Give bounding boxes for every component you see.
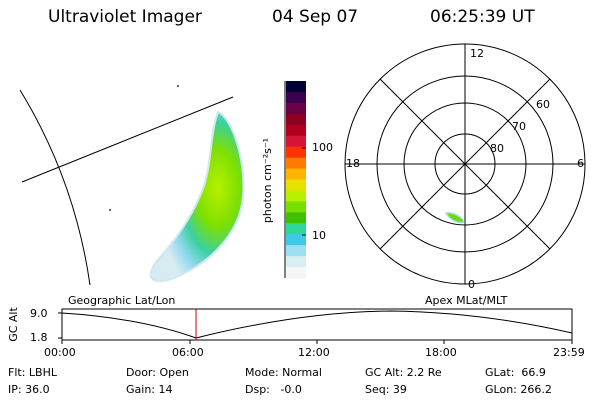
colorbar-segment (286, 245, 306, 257)
colorbar-unit-label: photon cm⁻²s⁻¹ (261, 137, 275, 224)
timeline-right-title: Apex MLat/MLT (425, 294, 508, 307)
polar-plot (344, 43, 586, 285)
timeline-y-tick-low: 1.8 (30, 331, 48, 344)
colorbar-tick-100: 100 (312, 141, 333, 154)
timeline-panel (58, 308, 573, 344)
geographic-image-panel (19, 85, 245, 286)
timeline-x-tick-1800: 18:00 (425, 346, 457, 359)
polar-aurora-spot (444, 212, 465, 224)
polar-lat-60: 60 (536, 98, 550, 111)
colorbar-segment (286, 102, 306, 115)
colorbar-segment (286, 256, 306, 268)
status-ip: IP: 36.0 (8, 383, 50, 396)
colorbar-segment (286, 267, 306, 279)
aurora-oval (149, 110, 245, 282)
status-gain: Gain: 14 (126, 383, 173, 396)
status-gc-alt: GC Alt: 2.2 Re (365, 366, 442, 379)
colorbar-segment (286, 223, 306, 235)
polar-label-right: 6 (577, 157, 584, 170)
status-glon: GLon: 266.2 (485, 383, 552, 396)
colorbar-segment (286, 146, 306, 159)
polar-label-bottom: 0 (468, 278, 475, 291)
polar-lat-80: 80 (490, 142, 504, 155)
polar-label-top: 12 (470, 47, 484, 60)
timeline-y-tick-high: 9.0 (30, 307, 48, 320)
colorbar-segment (286, 179, 306, 191)
instrument-title: Ultraviolet Imager (48, 7, 202, 27)
colorbar-segment (286, 81, 306, 93)
colorbar-segment (286, 212, 306, 224)
time-label: 06:25:39 UT (430, 7, 535, 27)
colorbar-segment (286, 157, 306, 170)
status-mode: Mode: Normal (245, 366, 322, 379)
status-filter: Flt: LBHL (8, 366, 57, 379)
colorbar-segment (286, 124, 306, 137)
status-dsp: Dsp: -0.0 (245, 383, 302, 396)
colorbar-segment (286, 135, 306, 148)
colorbar-segment (286, 190, 306, 202)
timeline-y-label: GC Alt (6, 307, 20, 342)
colorbar-segment (286, 234, 306, 246)
colorbar-segment (286, 91, 306, 104)
colorbar-segment (286, 113, 306, 126)
timeline-x-tick-2359: 23:59 (553, 346, 585, 359)
polar-label-left: 18 (346, 157, 360, 170)
altitude-curve (61, 310, 573, 339)
colorbar-segment (286, 168, 306, 180)
timeline-x-tick-0000: 00:00 (44, 346, 76, 359)
timeline-x-tick-0600: 06:00 (172, 346, 204, 359)
status-glat: GLat: 66.9 (485, 366, 546, 379)
date-label: 04 Sep 07 (272, 7, 359, 27)
polar-lat-70: 70 (512, 120, 526, 133)
timeline-x-tick-1200: 12:00 (298, 346, 330, 359)
status-door: Door: Open (126, 366, 189, 379)
colorbar (286, 81, 306, 279)
colorbar-segment (286, 201, 306, 213)
status-seq: Seq: 39 (365, 383, 407, 396)
timeline-left-title: Geographic Lat/Lon (68, 294, 176, 307)
colorbar-tick-10: 10 (312, 229, 326, 242)
